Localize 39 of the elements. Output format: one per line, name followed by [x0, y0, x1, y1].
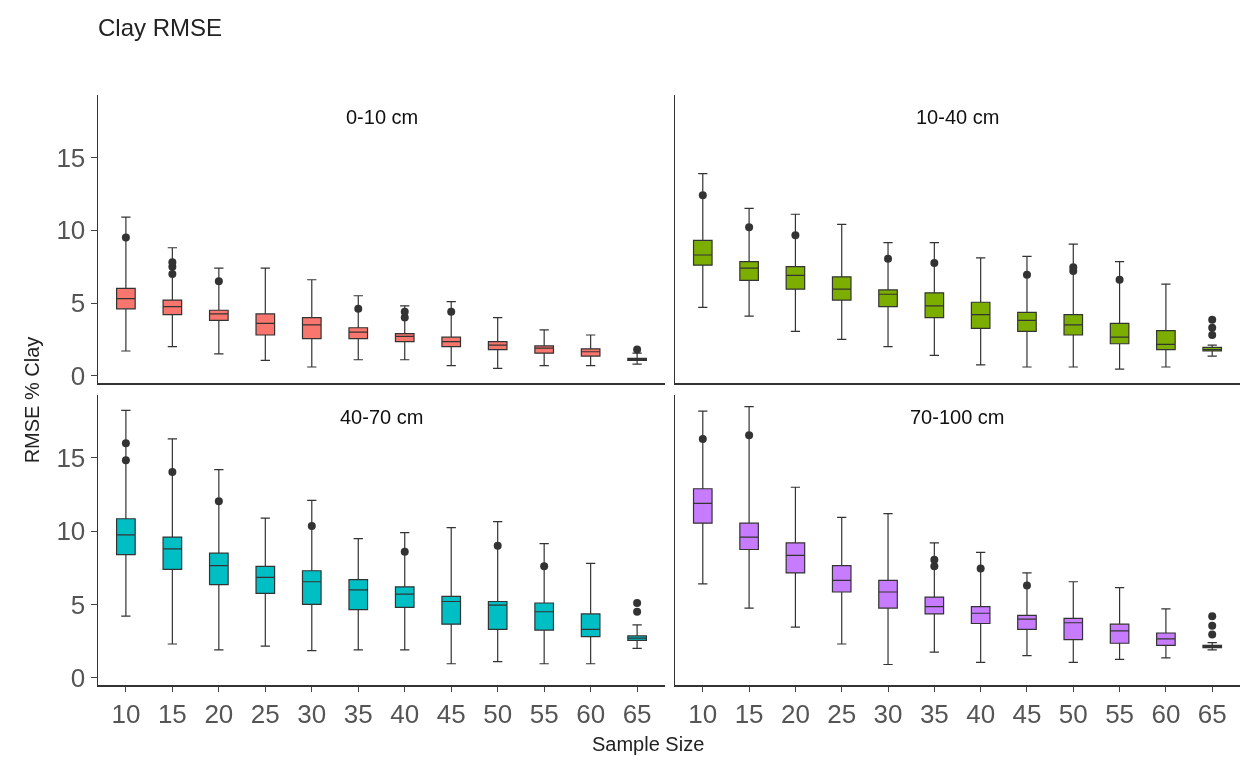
y-tick-label: 15 — [56, 142, 86, 173]
x-tick-label: 15 — [734, 698, 764, 729]
x-tick-label: 30 — [297, 698, 327, 729]
x-tick-label: 30 — [873, 698, 903, 729]
annotation: 70-100 cm — [910, 406, 1005, 428]
x-tick-label: 40 — [966, 698, 996, 729]
x-tick-label: 35 — [919, 698, 949, 729]
y-tick-label: 10 — [56, 516, 86, 547]
y-axis-title: RMSE % Clay — [20, 336, 44, 464]
x-tick-label: 45 — [1012, 698, 1042, 729]
x-tick-label: 50 — [1058, 698, 1088, 729]
x-tick-label: 10 — [688, 698, 718, 729]
annotation: 40-70 cm — [340, 406, 424, 428]
x-tick-label: 20 — [780, 698, 810, 729]
annotation: 0-10 cm — [346, 106, 419, 128]
x-tick-label: 25 — [827, 698, 857, 729]
x-tick-label: 25 — [250, 698, 280, 729]
y-tick-label: 0 — [70, 662, 86, 693]
x-tick-label: 60 — [1151, 698, 1181, 729]
y-tick-label: 5 — [70, 288, 86, 319]
chart-title: Clay RMSE — [98, 14, 223, 42]
y-tick-label: 0 — [70, 360, 86, 391]
x-tick-label: 10 — [111, 698, 141, 729]
annotation: 10-40 cm — [916, 106, 1000, 128]
y-tick-label: 15 — [56, 443, 86, 474]
x-tick-label: 55 — [529, 698, 559, 729]
y-tick-label: 10 — [56, 215, 86, 246]
x-tick-label: 20 — [204, 698, 234, 729]
x-tick-label: 60 — [576, 698, 606, 729]
x-tick-label: 65 — [1197, 698, 1227, 729]
x-tick-label: 35 — [343, 698, 373, 729]
x-tick-label: 15 — [157, 698, 187, 729]
x-tick-label: 55 — [1105, 698, 1135, 729]
x-tick-label: 65 — [622, 698, 652, 729]
y-tick-label: 5 — [70, 589, 86, 620]
x-axis-title: Sample Size — [592, 733, 705, 756]
x-tick-label: 50 — [483, 698, 513, 729]
x-tick-label: 40 — [390, 698, 420, 729]
x-tick-label: 45 — [436, 698, 466, 729]
